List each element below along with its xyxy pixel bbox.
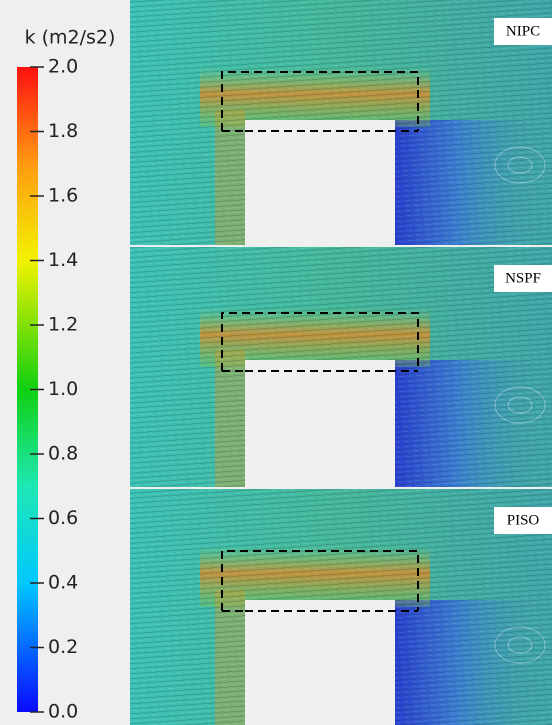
region-box	[221, 550, 419, 612]
panel-label: NIPC	[506, 23, 540, 39]
panel-label-box	[494, 507, 552, 534]
tick-label: 1.2	[48, 314, 78, 336]
panel-label: PISO	[507, 512, 540, 528]
building	[245, 120, 395, 245]
colorbar	[17, 67, 38, 712]
colorbar-title: k (m2/s2)	[25, 27, 116, 49]
tick-label: 1.8	[48, 120, 78, 142]
tick-label: 1.6	[48, 185, 78, 207]
tick-label: 2.0	[48, 56, 78, 78]
panel-label-box	[494, 18, 552, 45]
tick-label: 0.8	[48, 443, 78, 465]
tick-label: 0.6	[48, 507, 78, 529]
tick-label: 0.4	[48, 572, 78, 594]
tick-label: 1.4	[48, 249, 78, 271]
tick-label: 1.0	[48, 378, 78, 400]
panel-label-box	[494, 265, 552, 292]
region-box	[221, 71, 419, 132]
tick-label: 0.0	[48, 701, 78, 723]
region-box	[221, 312, 419, 372]
tick-label: 0.2	[48, 636, 78, 658]
building	[245, 600, 395, 725]
building	[245, 360, 395, 487]
panel-label: NSPF	[505, 270, 541, 286]
